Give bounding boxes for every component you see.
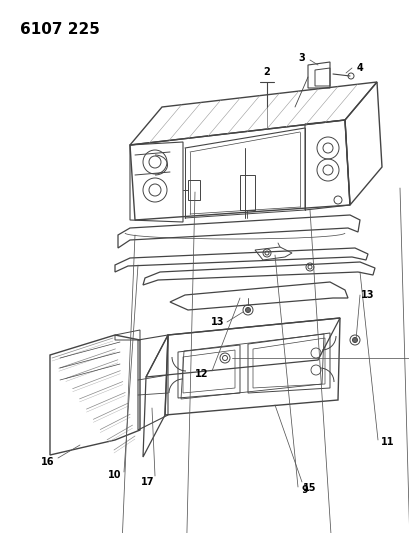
Text: 12: 12 — [195, 369, 208, 379]
Circle shape — [352, 337, 357, 343]
Text: 13: 13 — [360, 290, 374, 300]
Text: 6107 225: 6107 225 — [20, 22, 100, 37]
Text: 17: 17 — [141, 477, 154, 487]
Text: 11: 11 — [380, 437, 394, 447]
Text: 9: 9 — [301, 485, 308, 495]
Text: 3: 3 — [298, 53, 305, 63]
Circle shape — [245, 308, 250, 312]
Text: 4: 4 — [356, 63, 362, 73]
Text: 2: 2 — [263, 67, 270, 77]
Text: 15: 15 — [303, 483, 316, 493]
Text: 13: 13 — [211, 317, 224, 327]
Text: 16: 16 — [41, 457, 55, 467]
Text: 10: 10 — [108, 470, 121, 480]
